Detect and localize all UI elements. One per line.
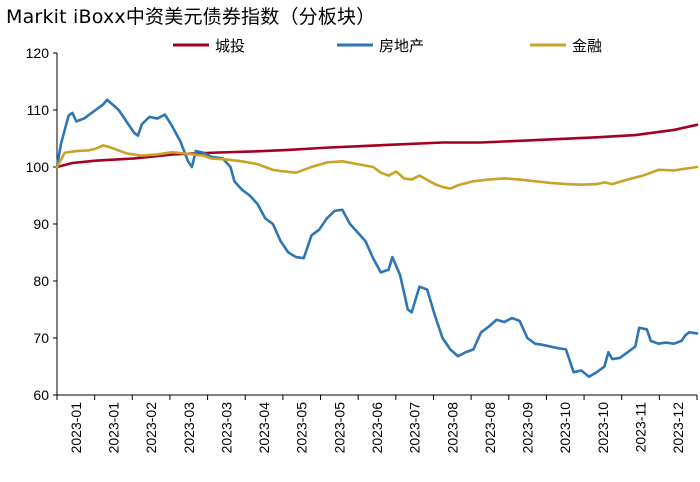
x-tick-label: 2023-01 bbox=[105, 402, 121, 454]
series-line-0 bbox=[55, 123, 699, 169]
y-tick-label: 80 bbox=[33, 273, 49, 289]
x-tick-label: 2023-11 bbox=[633, 402, 649, 453]
x-tick-label: 2023-01 bbox=[68, 402, 84, 454]
y-tick-label: 110 bbox=[27, 102, 50, 118]
x-tick-label: 2023-10 bbox=[557, 402, 573, 454]
y-tick-label: 90 bbox=[33, 216, 49, 232]
x-tick-label: 2023-04 bbox=[256, 402, 272, 454]
x-tick-label: 2023-03 bbox=[218, 402, 234, 454]
legend-label-0: 城投 bbox=[215, 37, 245, 55]
legend-label-2: 金融 bbox=[572, 37, 602, 55]
x-tick-label: 2023-05 bbox=[331, 402, 347, 454]
x-tick-label: 2023-06 bbox=[369, 402, 385, 454]
chart-title: Markit iBoxx中资美元债券指数（分板块） bbox=[6, 6, 376, 28]
x-tick-label: 2023-03 bbox=[181, 402, 197, 454]
x-tick-label: 2023-07 bbox=[407, 402, 423, 454]
x-tick-label: 2023-05 bbox=[294, 402, 310, 454]
y-tick-label: 70 bbox=[33, 330, 49, 346]
series-line-2 bbox=[55, 144, 699, 190]
x-tick-label: 2023-10 bbox=[595, 402, 611, 454]
y-tick-label: 60 bbox=[33, 387, 49, 403]
legend-label-1: 房地产 bbox=[379, 37, 424, 55]
y-tick-label: 100 bbox=[26, 159, 50, 175]
series-line-1 bbox=[55, 98, 699, 379]
x-tick-label: 2023-09 bbox=[520, 402, 536, 454]
x-tick-label: 2023-08 bbox=[482, 402, 498, 454]
y-tick-label: 120 bbox=[26, 45, 50, 61]
x-tick-label: 2023-02 bbox=[143, 402, 159, 454]
x-tick-label: 2023-12 bbox=[670, 402, 686, 454]
x-tick-label: 2023-08 bbox=[444, 402, 460, 454]
